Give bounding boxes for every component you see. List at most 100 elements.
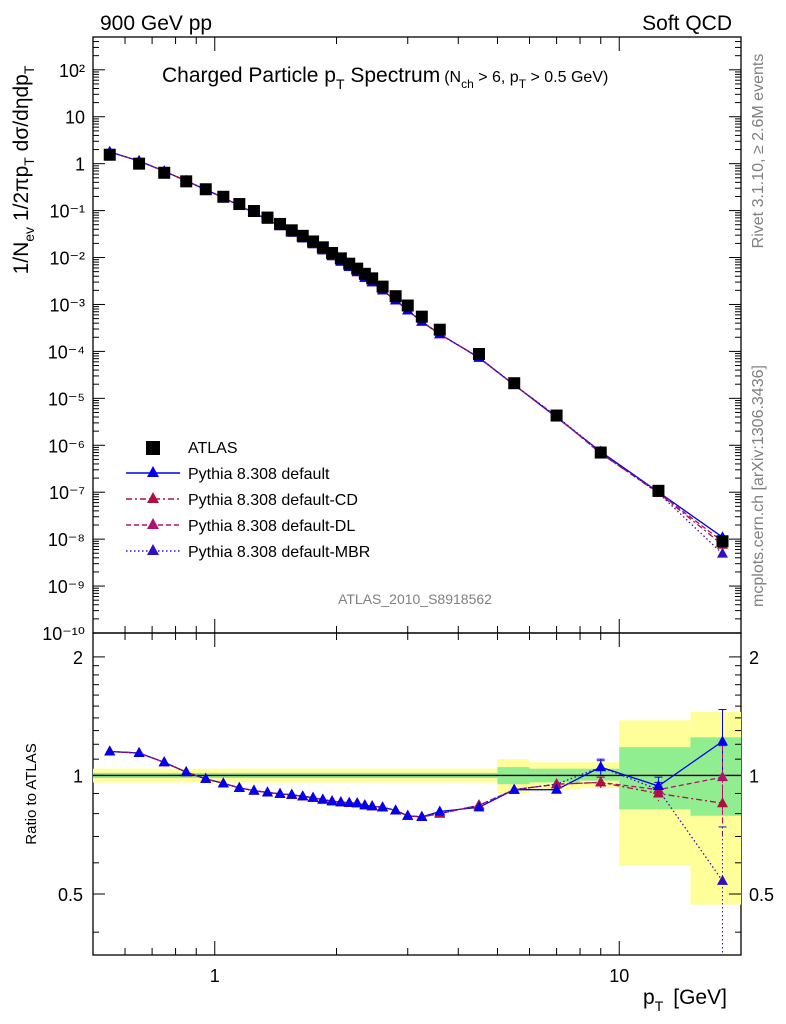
mcplots-label: mcplots.cern.ch [arXiv:1306.3436] bbox=[750, 365, 767, 607]
ratio-marker bbox=[377, 801, 389, 812]
y-tick-label: 10⁻¹ bbox=[49, 202, 85, 222]
y-tick-label: 10⁻³ bbox=[49, 295, 85, 315]
ratio-tick-label-right: 1 bbox=[749, 766, 759, 786]
legend-marker-cd bbox=[147, 492, 159, 503]
y-tick-label: 10⁻⁴ bbox=[48, 342, 85, 362]
ratio-tick-label: 2 bbox=[73, 648, 83, 668]
uncertainty-bands bbox=[93, 711, 741, 905]
data-point bbox=[376, 280, 389, 293]
ratio-y-axis: 0.5 0.5 1 1 2 2 bbox=[58, 648, 774, 933]
data-point bbox=[594, 446, 607, 459]
ratio-marker bbox=[652, 787, 664, 798]
ratio-marker bbox=[261, 786, 273, 797]
ratio-marker bbox=[416, 810, 428, 821]
data-point bbox=[716, 535, 729, 548]
ratio-marker bbox=[716, 797, 728, 808]
ratio-series-lines bbox=[104, 709, 728, 955]
legend-marker-atlas bbox=[146, 441, 160, 455]
ratio-marker bbox=[335, 796, 347, 807]
y-tick-label: 10⁻⁸ bbox=[48, 530, 85, 550]
ratio-marker bbox=[343, 796, 355, 807]
y-tick-label: 10⁻² bbox=[49, 249, 85, 269]
ratio-marker bbox=[434, 805, 446, 816]
legend-label-atlas: ATLAS bbox=[188, 440, 238, 457]
rivet-version-label: Rivet 3.1.10, ≥ 2.6M events bbox=[750, 54, 767, 249]
ratio-marker bbox=[595, 761, 607, 772]
ratio-marker bbox=[551, 778, 563, 789]
y-tick-label: 10² bbox=[59, 61, 85, 81]
ratio-marker bbox=[326, 795, 338, 806]
data-point bbox=[472, 348, 485, 361]
legend: ATLAS Pythia 8.308 default Pythia 8.308 … bbox=[126, 440, 370, 561]
ratio-tick-label-right: 0.5 bbox=[749, 885, 774, 905]
plot-title: Charged Particle pT Spectrum (Nch > 6, pT… bbox=[162, 64, 608, 92]
ratio-marker bbox=[248, 784, 260, 795]
data-point bbox=[199, 183, 212, 196]
x-axis-ticks: 1 10 bbox=[92, 37, 742, 986]
ratio-marker bbox=[716, 874, 728, 885]
ratio-tick-label: 1 bbox=[73, 766, 83, 786]
ratio-marker bbox=[297, 790, 309, 801]
ratio-marker bbox=[286, 788, 298, 799]
x-axis-label: pT [GeV] bbox=[643, 986, 727, 1014]
ratio-marker bbox=[307, 791, 319, 802]
ratio-tick-label-right: 2 bbox=[749, 648, 759, 668]
header-right: Soft QCD bbox=[642, 12, 732, 35]
mc-line bbox=[109, 151, 723, 546]
data-point bbox=[401, 299, 414, 312]
ratio-marker bbox=[595, 776, 607, 787]
data-point bbox=[550, 409, 563, 422]
x-tick-label: 1 bbox=[210, 966, 220, 986]
y-tick-label: 10 bbox=[65, 108, 85, 128]
header-left: 900 GeV pp bbox=[100, 12, 212, 35]
x-tick-label: 10 bbox=[609, 966, 629, 986]
data-point bbox=[366, 272, 379, 285]
ratio-marker bbox=[158, 756, 170, 767]
legend-marker-default bbox=[147, 466, 159, 477]
data-point bbox=[508, 377, 521, 390]
ratio-marker bbox=[317, 793, 329, 804]
ratio-marker bbox=[217, 777, 229, 788]
legend-marker-dl bbox=[147, 518, 159, 529]
data-point bbox=[415, 310, 428, 323]
legend-marker-mbr bbox=[147, 544, 159, 555]
data-point bbox=[296, 229, 309, 242]
data-point bbox=[247, 205, 260, 218]
main-y-axis-label: 1/Nev 1/2πpT dσ/dηdpT bbox=[10, 65, 37, 274]
legend-label-default: Pythia 8.308 default bbox=[188, 466, 330, 483]
ratio-marker bbox=[473, 801, 485, 812]
ratio-marker bbox=[508, 783, 520, 794]
ratio-marker bbox=[390, 804, 402, 815]
mc-marker bbox=[716, 547, 728, 558]
data-point bbox=[389, 290, 402, 303]
ratio-marker bbox=[359, 799, 371, 810]
y-tick-label: 10⁻⁷ bbox=[49, 483, 85, 503]
analysis-id: ATLAS_2010_S8918562 bbox=[338, 591, 492, 607]
main-y-axis: 10⁻¹⁰ 10⁻⁹ 10⁻⁸ 10⁻⁷ 10⁻⁶ 10⁻⁵ 10⁻⁴ 10⁻³ 10⁻² 10⁻… bbox=[42, 36, 741, 644]
band-green bbox=[580, 768, 620, 781]
ratio-marker bbox=[402, 809, 414, 820]
ratio-marker bbox=[200, 772, 212, 783]
band-green bbox=[619, 747, 691, 810]
legend-label-dl: Pythia 8.308 default-DL bbox=[188, 518, 355, 535]
y-tick-label: 10⁻⁶ bbox=[48, 436, 85, 456]
data-point bbox=[652, 484, 665, 497]
data-point bbox=[316, 241, 329, 254]
ratio-marker bbox=[716, 771, 728, 782]
ratio-marker bbox=[104, 745, 116, 756]
ratio-marker bbox=[274, 787, 286, 798]
data-point bbox=[103, 148, 116, 161]
data-point bbox=[261, 211, 274, 224]
mc-line bbox=[109, 151, 723, 543]
ratio-tick-label: 0.5 bbox=[58, 885, 83, 905]
ratio-marker bbox=[716, 735, 728, 746]
data-point bbox=[307, 235, 320, 248]
ratio-marker bbox=[652, 780, 664, 791]
data-point bbox=[274, 217, 287, 230]
ratio-marker bbox=[233, 781, 245, 792]
ratio-marker bbox=[180, 766, 192, 777]
y-tick-label: 10⁻⁵ bbox=[48, 389, 85, 409]
data-point bbox=[217, 190, 230, 203]
y-tick-label: 1 bbox=[75, 155, 85, 175]
ratio-marker bbox=[551, 783, 563, 794]
